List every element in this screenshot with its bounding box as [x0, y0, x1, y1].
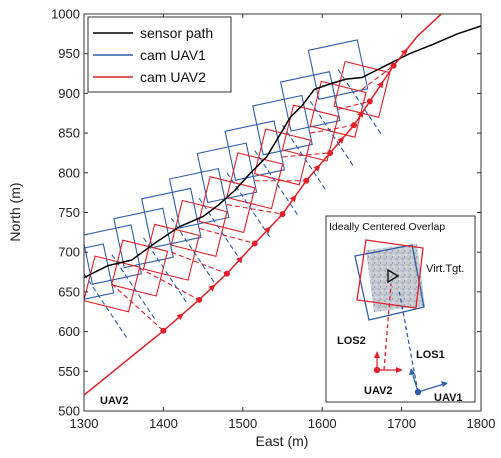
uav2-direction-arrow	[313, 164, 321, 172]
cam-uav1-footprint	[252, 94, 313, 156]
x-tick-label: 1700	[387, 416, 416, 431]
los-uav2-line	[171, 251, 228, 275]
uav2-direction-arrow	[400, 48, 408, 56]
uav2-path-point	[350, 122, 357, 129]
uav2-direction-arrow	[337, 136, 345, 144]
y-tick-label: 500	[58, 404, 80, 419]
legend-label-cam-uav1: cam UAV1	[140, 47, 206, 63]
uav2-direction-arrow	[289, 194, 297, 203]
uav2-path-point	[279, 211, 286, 218]
los1-line	[398, 289, 419, 393]
cam-uav2-footprint	[253, 128, 312, 186]
inset-box	[325, 215, 476, 403]
x-tick-label: 1800	[467, 416, 496, 431]
inset-title: Ideally Centered Overlap	[329, 221, 445, 233]
los-uav1-line	[282, 124, 327, 192]
cam-uav1-footprint	[196, 142, 258, 204]
uav2-path-point	[390, 62, 397, 69]
uav2-path-point	[303, 177, 310, 184]
los-uav1-line	[254, 150, 300, 217]
los-uav1-line	[337, 69, 383, 136]
y-tick-label: 1000	[51, 7, 80, 22]
x-tick-label: 1300	[70, 416, 99, 431]
los-uav1-line	[143, 237, 189, 305]
y-tick-label: 650	[58, 284, 80, 299]
los-uav1-line	[170, 217, 216, 285]
los-uav1-line	[111, 254, 157, 321]
uav2-direction-arrow	[263, 226, 271, 234]
y-tick-label: 900	[58, 86, 80, 101]
uav2-direction-arrow	[357, 110, 364, 118]
los2-label: LOS2	[337, 335, 366, 347]
y-tick-label: 850	[58, 126, 80, 141]
uav2-path-point	[160, 327, 167, 334]
cam-uav1-footprint	[141, 187, 202, 249]
los1-label: LOS1	[416, 349, 445, 361]
los-uav2-line	[310, 124, 355, 134]
uav2-path-point	[223, 270, 230, 277]
los-uav2-line	[139, 267, 200, 301]
los-uav1-line	[198, 197, 244, 265]
y-tick-label: 950	[58, 46, 80, 61]
y-tick-label: 550	[58, 364, 80, 379]
x-axis-label: East (m)	[256, 433, 309, 449]
y-tick-label: 800	[58, 165, 80, 180]
inset-cam-uav2-footprint	[356, 239, 424, 309]
los2-line	[383, 283, 392, 371]
legend-label-cam-uav2: cam UAV2	[140, 69, 206, 85]
cam-uav2-footprint	[226, 152, 284, 210]
los-uav2-line	[361, 65, 394, 90]
los-uav1-line	[84, 273, 129, 340]
cam-uav2-footprint	[111, 239, 169, 297]
uav2-path-point	[196, 296, 203, 303]
inset-uav1-label: UAV1	[434, 392, 463, 404]
cam-uav1-footprint	[224, 120, 286, 181]
uav2-direction-arrow	[176, 313, 184, 320]
inset-cam-uav1-footprint	[354, 244, 425, 321]
y-tick-label: 750	[58, 205, 80, 220]
x-tick-label: 1500	[228, 416, 257, 431]
uav2-path-point	[366, 98, 373, 105]
cam-uav2-footprint	[281, 104, 339, 162]
uav2-direction-arrow	[236, 256, 244, 264]
uav2-path-label: UAV2	[100, 395, 129, 407]
legend-label-sensor-path: sensor path	[140, 25, 213, 41]
y-axis-label: North (m)	[7, 182, 23, 241]
cam-uav2-footprint	[333, 60, 391, 118]
virtual-target-marker	[387, 268, 400, 284]
inset-uav2-label: UAV2	[364, 385, 393, 397]
x-tick-label: 1400	[149, 416, 178, 431]
los-uav1-line	[309, 101, 355, 168]
plot-content	[84, 14, 481, 396]
cam-uav1-footprint	[84, 224, 143, 285]
y-tick-label: 600	[58, 324, 80, 339]
cam-uav1-footprint	[307, 39, 369, 100]
inset-uav2-frame	[373, 351, 403, 374]
cam-uav2-footprint	[309, 80, 367, 138]
los-uav2-line	[111, 283, 164, 332]
cam-uav1-footprint	[113, 207, 174, 269]
uav2-path-point	[251, 240, 258, 247]
y-tick-label: 700	[58, 245, 80, 260]
los-uav1-line	[226, 172, 272, 240]
uav2-direction-arrow	[377, 80, 384, 89]
cam-uav1-footprint	[84, 243, 115, 300]
virtual-target-label: Virt.Tgt.	[426, 263, 464, 275]
legend: sensor path cam UAV1 cam UAV2	[87, 16, 232, 93]
los-uav2-line	[198, 227, 255, 244]
uav2-path-point	[327, 149, 334, 156]
axis-ticks: 1300 1400 1500 1600 1700 1800 500 550 600 650 700 7…	[51, 7, 495, 432]
cam-uav2-footprint	[84, 255, 141, 313]
cam-uav1-footprint	[168, 167, 230, 229]
x-tick-label: 1600	[308, 416, 337, 431]
los-uav2-line	[226, 204, 283, 215]
inset-ideally-centered-overlap: Ideally Centered Overlap Virt.Tgt. LOS2 …	[325, 215, 476, 404]
uav2-direction-arrow	[208, 284, 216, 292]
los-uav2-line	[337, 100, 370, 110]
cam-uav2-footprint	[142, 223, 200, 281]
inset-uav1-frame	[409, 368, 448, 396]
